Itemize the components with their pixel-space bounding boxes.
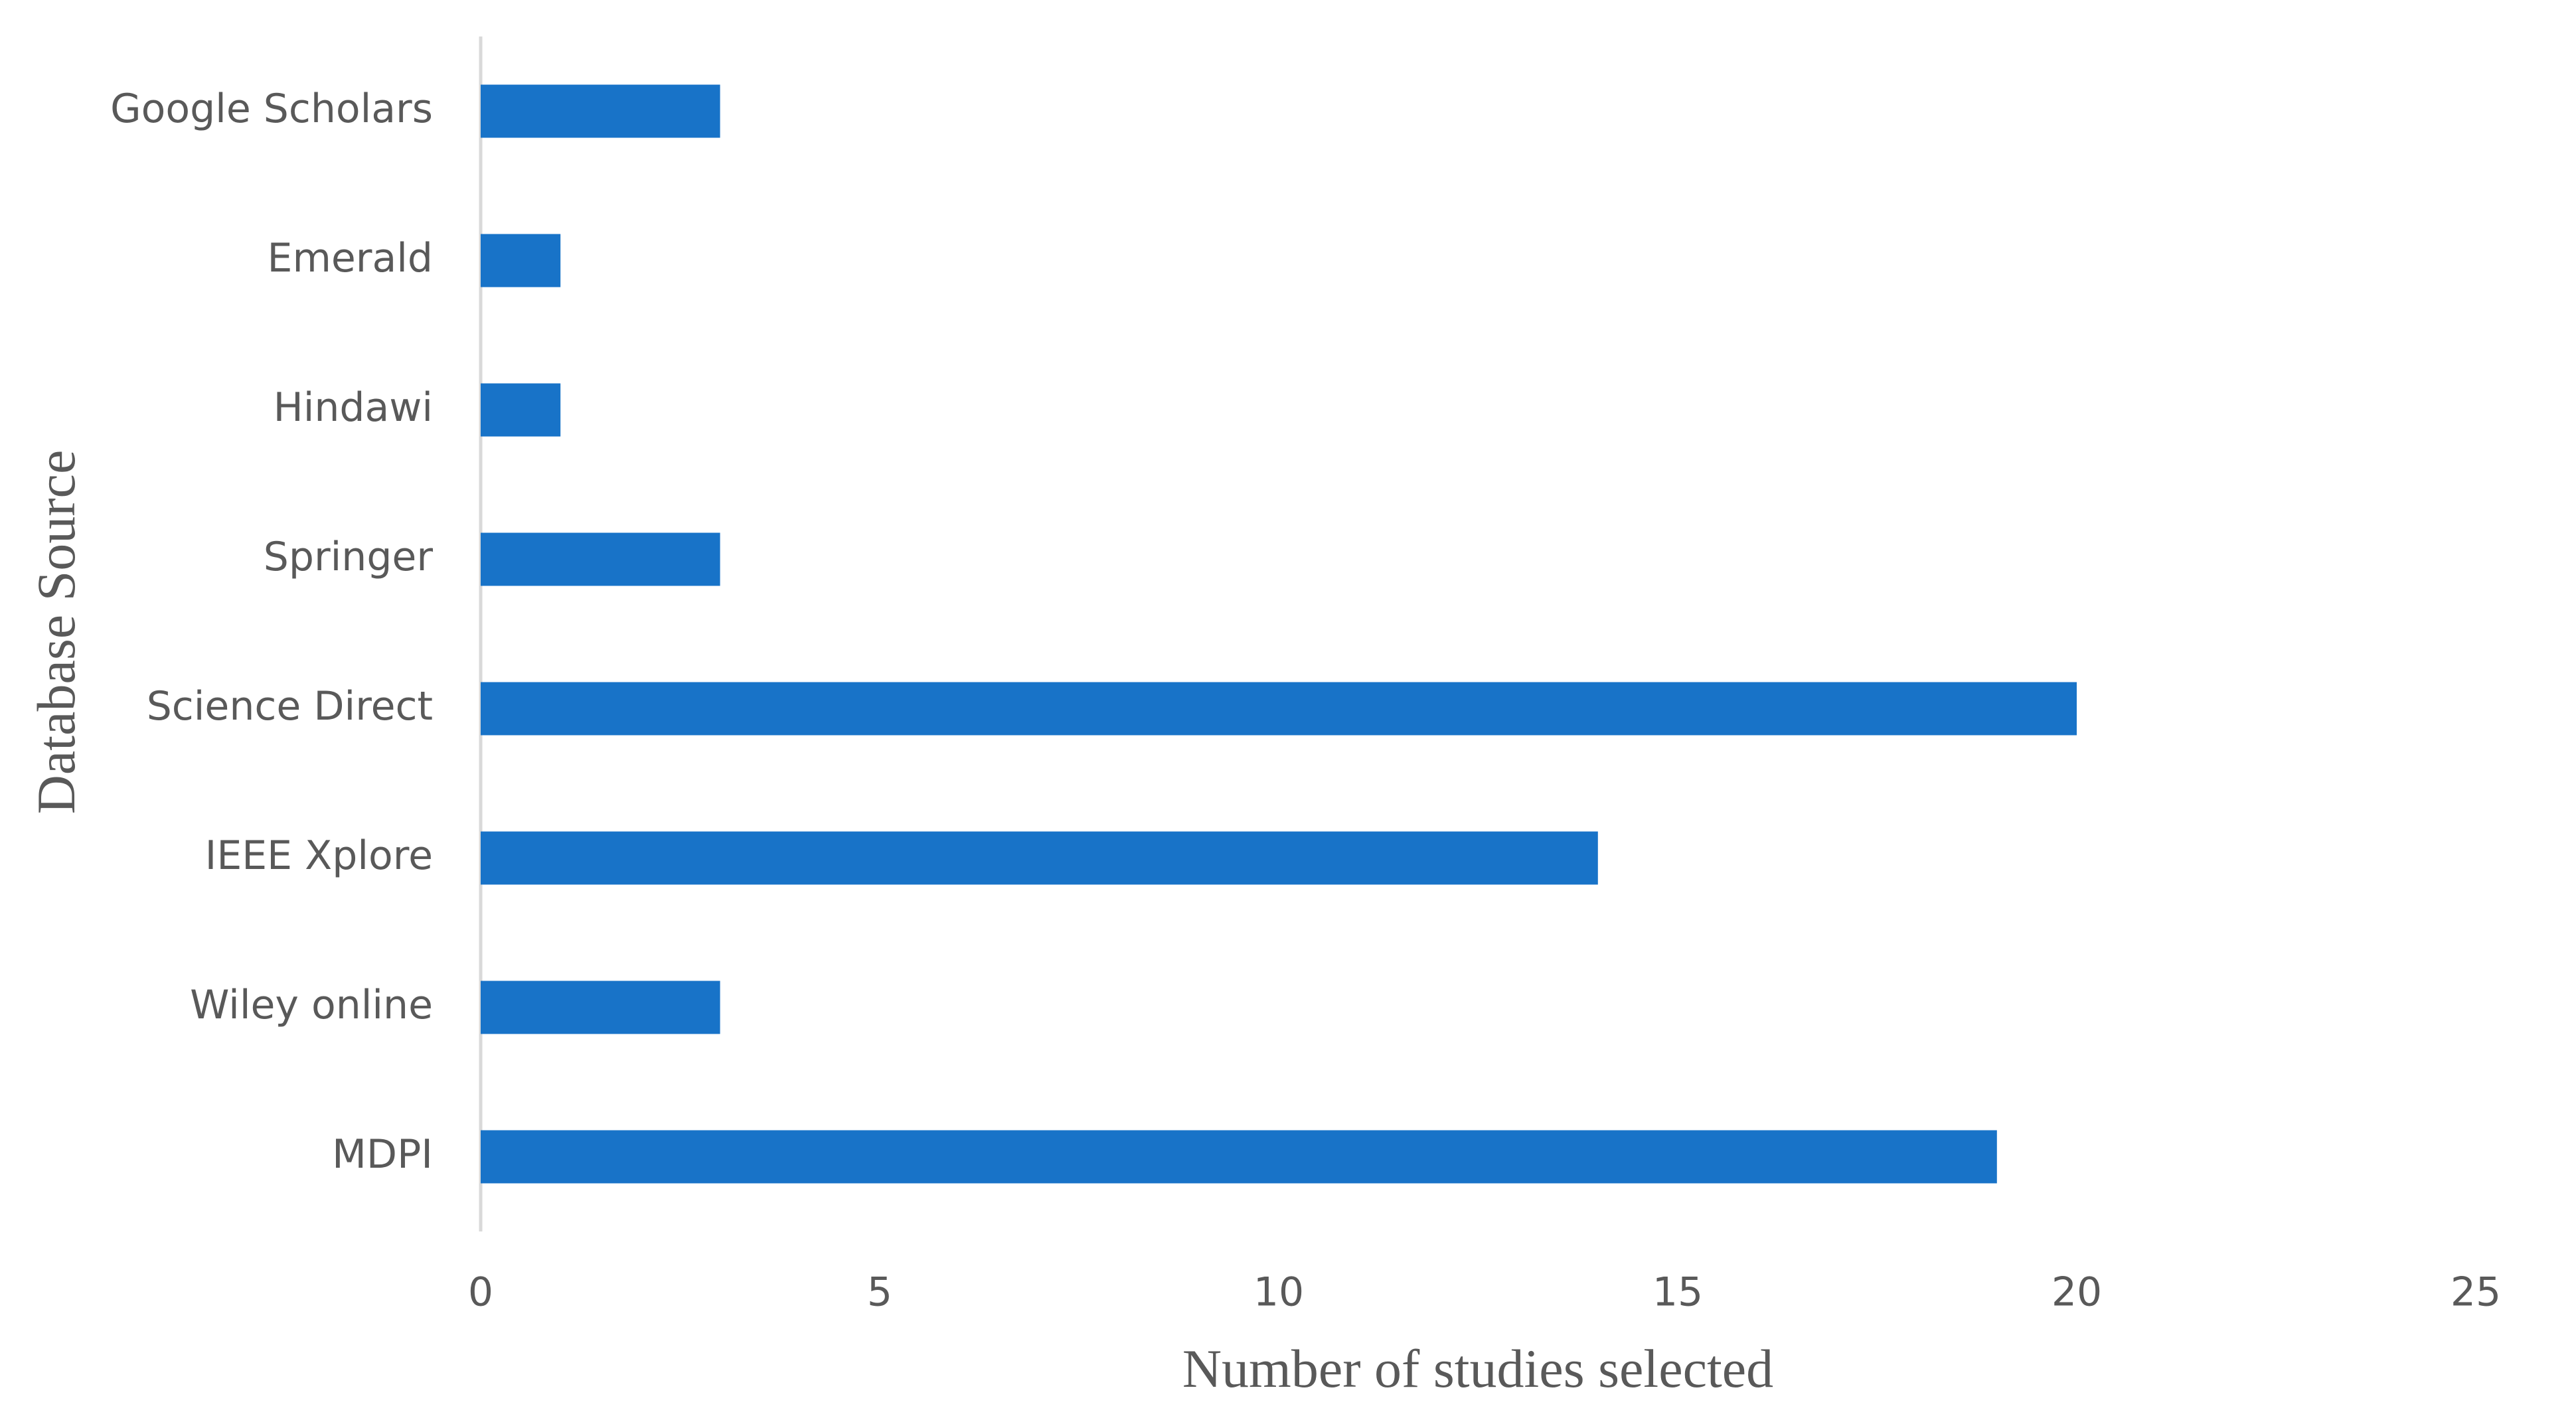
bar [481,981,720,1034]
bar [481,84,720,138]
bar [481,831,1598,885]
y-axis-title: Database Source [26,450,86,815]
y-tick-label: IEEE Xplore [205,832,433,879]
y-tick-label: Springer [264,534,434,580]
bar [481,383,561,437]
bar [481,234,561,287]
y-tick-label: MDPI [332,1131,433,1178]
x-tick-label: 10 [1253,1269,1304,1316]
bar [481,682,2077,736]
x-axis-title: Number of studies selected [1182,1338,1773,1399]
x-tick-label: 25 [2451,1269,2501,1316]
y-tick-label: Science Direct [147,683,433,730]
bar [481,1130,1997,1184]
x-tick-label: 0 [468,1269,493,1316]
x-tick-label: 15 [1652,1269,1703,1316]
y-tick-label: Emerald [268,235,433,281]
y-tick-label: Hindawi [274,384,433,431]
y-tick-label: Google Scholars [110,86,433,132]
y-tick-label: Wiley online [190,982,433,1028]
x-tick-label: 5 [867,1269,892,1316]
x-tick-label: 20 [2052,1269,2102,1316]
bar [481,532,720,586]
